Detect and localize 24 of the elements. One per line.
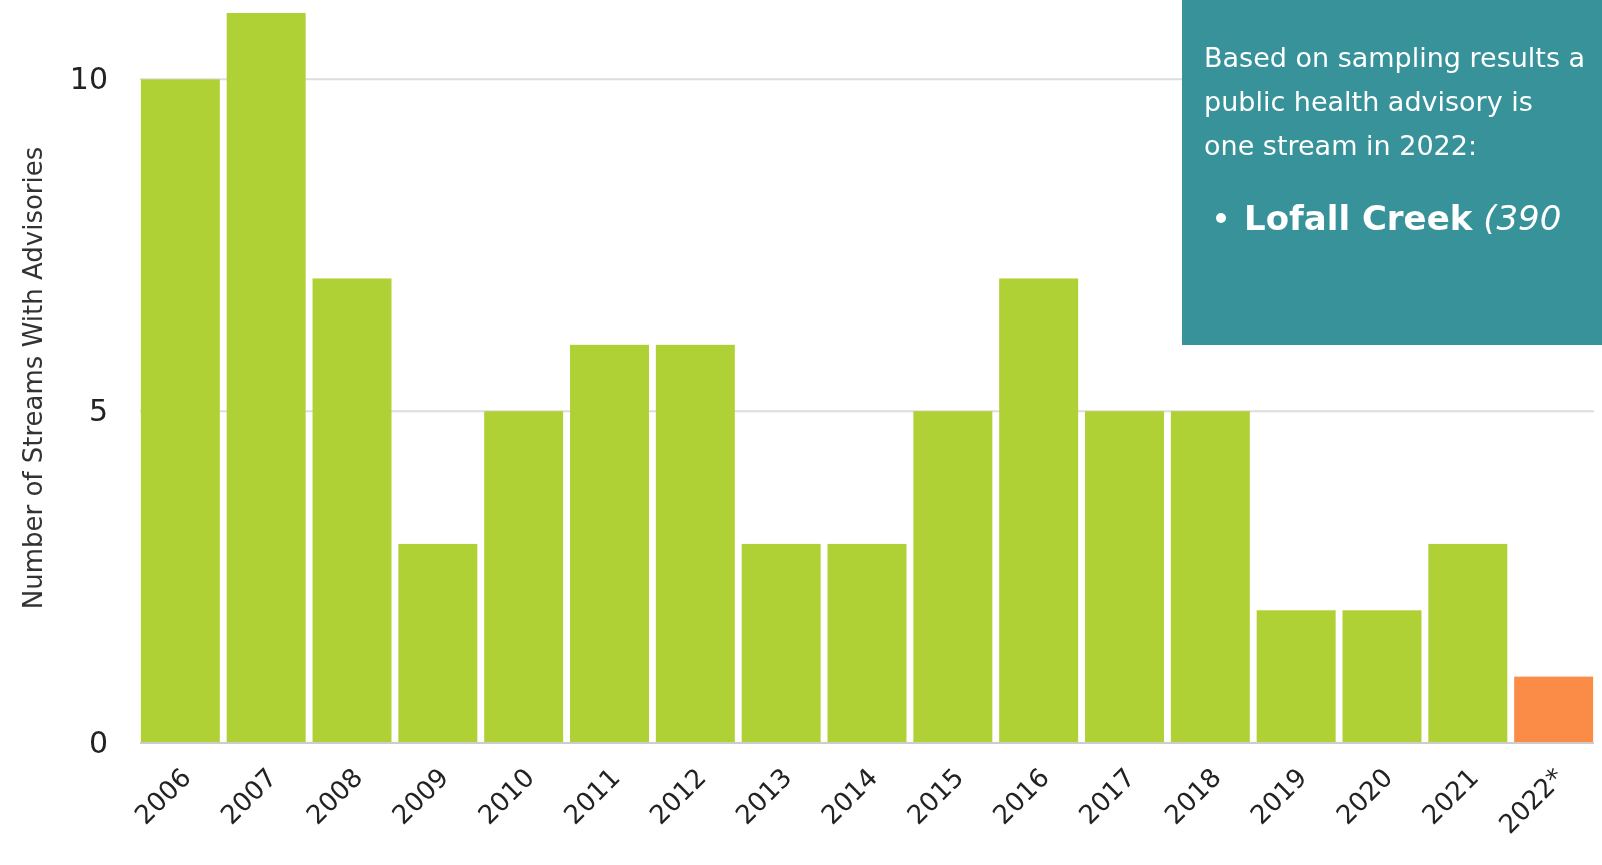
bar bbox=[913, 411, 993, 743]
bar bbox=[312, 278, 392, 743]
bar bbox=[1256, 610, 1336, 743]
bar bbox=[1514, 676, 1594, 743]
bar bbox=[570, 344, 649, 743]
y-axis-title: Number of Streams With Advisories bbox=[18, 146, 48, 610]
bar bbox=[1428, 543, 1508, 743]
bar bbox=[741, 543, 821, 743]
y-tick-label: 10 bbox=[69, 61, 108, 97]
annotation: Lofall Creek bbox=[1244, 198, 1473, 238]
bar bbox=[484, 411, 564, 743]
bar bbox=[1342, 610, 1422, 743]
bar bbox=[398, 543, 478, 743]
bar bbox=[655, 344, 735, 743]
bar bbox=[226, 13, 306, 743]
annotation: Based on sampling results a public health advisory is one stream in 2022: bbox=[1204, 41, 1587, 163]
bar bbox=[1170, 411, 1250, 743]
bar bbox=[827, 543, 907, 743]
bar bbox=[140, 79, 220, 743]
bar bbox=[999, 278, 1079, 743]
annotation: (390 bbox=[1482, 198, 1562, 238]
bar bbox=[1085, 411, 1164, 743]
y-tick-label: 5 bbox=[88, 393, 108, 429]
y-tick-label: 0 bbox=[88, 725, 108, 761]
